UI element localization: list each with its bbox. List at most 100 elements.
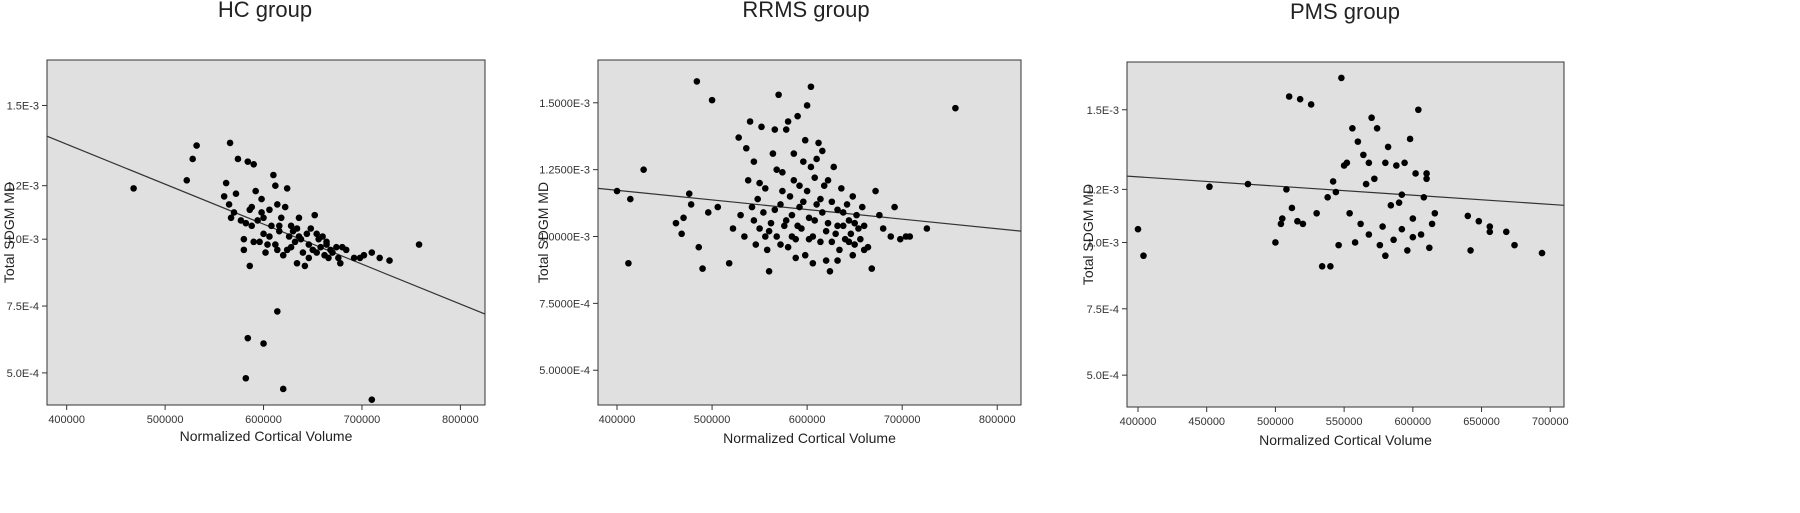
data-point xyxy=(220,193,228,200)
data-point xyxy=(275,227,283,235)
data-point xyxy=(1299,220,1307,228)
data-point xyxy=(756,179,763,187)
data-point xyxy=(248,222,256,230)
data-point xyxy=(415,241,423,248)
data-point xyxy=(1365,159,1373,167)
data-point xyxy=(1538,249,1546,257)
data-point xyxy=(779,169,786,176)
data-point xyxy=(279,251,287,259)
data-point xyxy=(849,193,857,200)
data-point xyxy=(828,198,836,206)
data-point xyxy=(777,201,784,208)
y-tick-label: 1.5000E-3 xyxy=(539,98,590,110)
data-point xyxy=(1390,236,1397,244)
data-point xyxy=(803,187,811,195)
data-point xyxy=(222,179,230,187)
data-point xyxy=(754,195,761,203)
data-point xyxy=(248,203,256,211)
data-point xyxy=(819,209,826,216)
data-point xyxy=(613,187,621,195)
y-axis-label: Total SDGM MD xyxy=(1,182,17,283)
data-point xyxy=(820,182,828,189)
data-point xyxy=(274,308,281,315)
data-point xyxy=(252,187,259,195)
data-point xyxy=(640,166,647,173)
data-point xyxy=(819,147,826,155)
data-point xyxy=(822,257,830,264)
data-point xyxy=(1417,231,1425,238)
data-point xyxy=(1428,220,1436,228)
data-point xyxy=(1349,125,1356,132)
data-point xyxy=(782,217,790,224)
y-tick-label: 1.0000E-3 xyxy=(539,232,590,244)
data-point xyxy=(788,233,796,240)
data-point xyxy=(777,241,784,248)
data-point xyxy=(240,246,248,254)
data-point xyxy=(262,249,269,256)
data-point xyxy=(704,209,712,216)
y-tick-label: 5.0000E-4 xyxy=(539,365,590,377)
data-point xyxy=(1327,263,1334,270)
data-point xyxy=(1294,217,1301,225)
data-point xyxy=(760,209,767,216)
data-point xyxy=(790,150,798,157)
data-point xyxy=(834,206,841,214)
data-point xyxy=(307,225,315,232)
data-point xyxy=(737,211,744,219)
data-point xyxy=(800,198,807,206)
data-point xyxy=(786,193,794,200)
data-point xyxy=(1486,228,1494,236)
data-point xyxy=(858,203,866,211)
data-point xyxy=(735,134,742,141)
data-point xyxy=(1467,247,1474,254)
data-point xyxy=(1354,138,1362,145)
data-point xyxy=(784,243,792,251)
data-point xyxy=(1324,194,1331,201)
data-point xyxy=(809,259,817,267)
data-point xyxy=(240,235,248,243)
data-point xyxy=(832,230,839,238)
data-point xyxy=(1415,106,1422,114)
x-tick-label: 450000 xyxy=(1188,416,1225,428)
data-point xyxy=(1332,188,1340,196)
data-point xyxy=(782,126,790,133)
data-point xyxy=(264,241,271,248)
data-point xyxy=(313,249,320,256)
data-point xyxy=(857,235,864,243)
data-point xyxy=(714,203,722,211)
x-axis-label: Normalized Cortical Volume xyxy=(180,428,353,444)
data-point xyxy=(742,144,750,152)
data-point xyxy=(1206,183,1213,191)
data-point xyxy=(790,177,798,184)
chart-title: HC group xyxy=(218,0,312,22)
data-point xyxy=(792,254,800,262)
data-point xyxy=(1296,95,1304,103)
data-point xyxy=(773,233,781,240)
chart-title: PMS group xyxy=(1290,0,1400,24)
data-point xyxy=(781,222,788,230)
data-point xyxy=(293,259,301,267)
plot-area xyxy=(1126,61,1565,408)
data-point xyxy=(794,222,801,230)
data-point xyxy=(329,249,336,256)
data-point xyxy=(807,163,815,171)
data-point xyxy=(807,83,815,91)
data-point xyxy=(1412,170,1419,177)
x-tick-label: 400000 xyxy=(48,414,85,426)
data-point xyxy=(678,230,685,238)
data-point xyxy=(923,225,931,232)
x-tick-label: 700000 xyxy=(344,414,381,426)
data-point xyxy=(811,174,819,181)
x-tick-label: 800000 xyxy=(979,414,1016,426)
data-point xyxy=(796,203,803,211)
data-point xyxy=(794,112,801,120)
data-point xyxy=(237,217,245,224)
data-point xyxy=(699,265,706,272)
data-point xyxy=(258,195,265,203)
data-point xyxy=(805,214,813,222)
data-point xyxy=(773,166,781,173)
data-point xyxy=(752,241,760,248)
data-point xyxy=(855,225,862,232)
data-point xyxy=(672,219,680,227)
data-point xyxy=(725,259,733,267)
